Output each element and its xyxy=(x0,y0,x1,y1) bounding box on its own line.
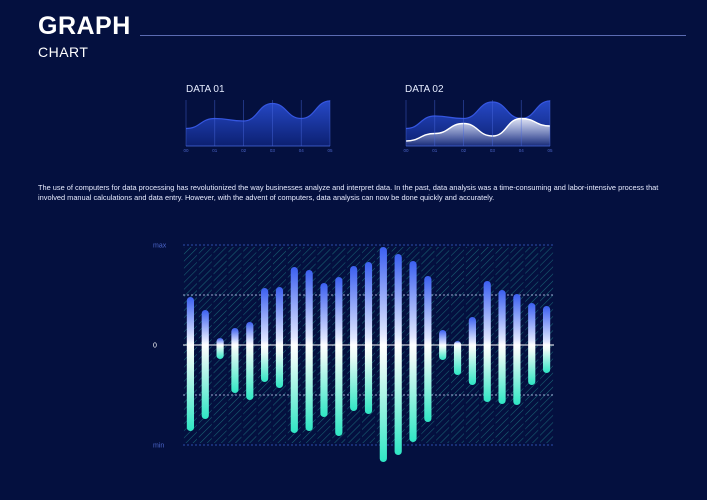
bar xyxy=(261,288,269,382)
x-tick-label: 05 xyxy=(547,148,553,153)
bar xyxy=(320,283,328,417)
y-tick-label: 0 xyxy=(153,343,157,350)
bar xyxy=(186,297,195,431)
mini-area-chart-1: 00 01 02 03 04 05 xyxy=(183,100,333,153)
mini-chart-2-title: DATA 02 xyxy=(405,84,444,95)
bar xyxy=(231,328,239,393)
bar xyxy=(246,322,254,400)
bar xyxy=(364,262,373,414)
bar xyxy=(305,270,313,431)
bar xyxy=(453,341,462,375)
bar xyxy=(528,303,536,385)
bar xyxy=(409,261,417,442)
bar xyxy=(483,281,491,402)
x-tick-label: 02 xyxy=(461,148,467,153)
x-tick-label: 04 xyxy=(519,148,525,153)
bar xyxy=(542,306,551,373)
mini-chart-1-title: DATA 01 xyxy=(186,84,225,95)
bar xyxy=(201,310,209,419)
series-1-line xyxy=(185,100,331,130)
x-tick-label: 00 xyxy=(183,148,189,153)
bar xyxy=(468,317,476,385)
x-tick-label: 03 xyxy=(270,148,276,153)
series-2-line xyxy=(405,117,551,142)
y-tick-label: min xyxy=(153,443,164,450)
x-tick-label: 01 xyxy=(212,148,218,153)
x-tick-label: 04 xyxy=(299,148,305,153)
bar xyxy=(379,247,387,462)
bar xyxy=(498,290,506,404)
mini-area-chart-2: 00 01 02 03 04 05 xyxy=(403,100,553,153)
bar xyxy=(350,266,358,411)
bar xyxy=(513,294,521,405)
bar xyxy=(216,338,224,359)
bar xyxy=(290,267,298,433)
x-tick-label: 05 xyxy=(327,148,333,153)
x-tick-label: 03 xyxy=(490,148,496,153)
bar xyxy=(275,287,284,388)
bar xyxy=(439,330,447,360)
series-1-area xyxy=(186,101,330,146)
bar xyxy=(394,254,402,455)
x-tick-label: 01 xyxy=(432,148,438,153)
bar xyxy=(335,277,343,436)
page-subtitle: CHART xyxy=(38,44,89,60)
main-bar-chart: max 0 min xyxy=(153,243,554,462)
title-block: GRAPH CHART xyxy=(38,12,131,60)
title-divider xyxy=(140,35,686,36)
x-tick-label: 02 xyxy=(241,148,247,153)
bar xyxy=(424,276,432,422)
y-tick-label: max xyxy=(153,243,167,250)
description-paragraph: The use of computers for data processing… xyxy=(38,183,659,202)
x-tick-label: 00 xyxy=(403,148,409,153)
page-title: GRAPH xyxy=(38,12,131,40)
series-2-area xyxy=(406,118,550,146)
